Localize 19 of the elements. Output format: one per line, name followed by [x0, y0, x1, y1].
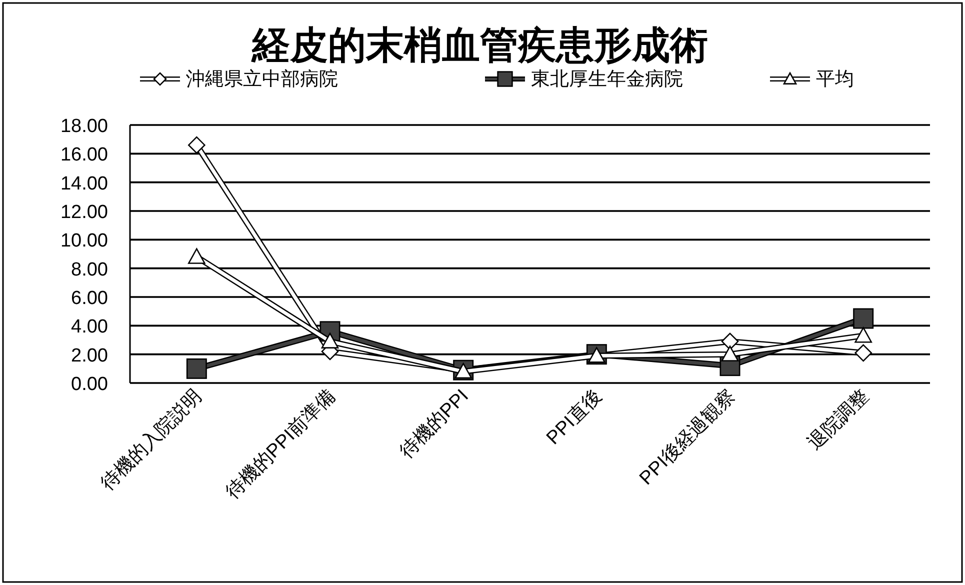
x-tick-label: 退院調整 [804, 386, 873, 454]
y-tick-label: 6.00 [71, 288, 108, 309]
y-tick-label: 10.00 [60, 230, 108, 252]
legend-label: 東北厚生年金病院 [531, 69, 683, 90]
y-tick-label: 2.00 [71, 345, 108, 366]
y-tick-label: 4.00 [71, 316, 108, 338]
legend-label: 沖縄県立中部病院 [186, 68, 338, 90]
y-tick-label: 0.00 [71, 374, 108, 395]
x-tick-label: 待機的PPI [396, 386, 473, 462]
x-tick-label: 待機的PPI前準備 [222, 386, 340, 503]
chart-title: 経皮的末梢血管疾患形成術 [251, 25, 708, 67]
x-tick-label: PPI後経過観察 [635, 384, 740, 490]
y-tick-label: 18.00 [60, 116, 108, 137]
x-tick-label: PPI直後 [542, 386, 606, 450]
y-tick-label: 12.00 [60, 202, 108, 223]
y-tick-label: 8.00 [71, 259, 108, 280]
y-tick-label: 16.00 [60, 144, 108, 166]
y-tick-label: 14.00 [60, 173, 108, 194]
legend-label: 平均 [816, 69, 854, 90]
